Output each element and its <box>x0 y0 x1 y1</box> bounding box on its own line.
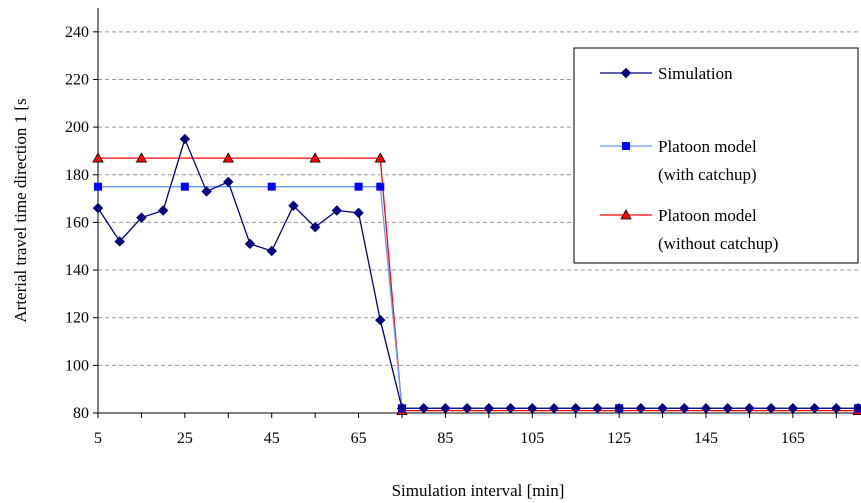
series-0-point-17 <box>461 403 473 414</box>
legend-label-2-1: (without catchup) <box>658 234 778 253</box>
legend-swatch-marker-0 <box>620 67 632 79</box>
series-1-point-4 <box>376 182 385 191</box>
series-0-point-4 <box>179 133 191 145</box>
x-tick-label-145: 145 <box>694 430 718 447</box>
series-0-point-2 <box>136 212 147 223</box>
series-0-point-27 <box>679 403 690 414</box>
legend-label-0-0: Simulation <box>658 64 733 83</box>
series-2-point-2 <box>222 152 234 163</box>
x-tick-label-25: 25 <box>177 430 193 447</box>
series-0-point-8 <box>266 245 277 257</box>
grid-lines <box>98 31 858 366</box>
series-0-point-14 <box>396 403 408 414</box>
series-0-point-31 <box>765 403 777 414</box>
legend-label-2-0: Platoon model <box>658 206 757 225</box>
legend-item-2: Platoon model (without catchup) <box>600 206 778 253</box>
series-0-point-24 <box>613 403 625 414</box>
series-0-point-30 <box>744 403 755 414</box>
series-0-point-10 <box>309 221 321 233</box>
y-tick-label-160: 160 <box>65 214 89 231</box>
tick-labels: 80 100 120 140 160 180 200 220 240 5 25 45 65 85 105 12… <box>65 24 805 447</box>
x-tick-label-85: 85 <box>437 430 453 447</box>
series-0-point-21 <box>548 403 560 414</box>
y-tick-label-200: 200 <box>65 119 89 136</box>
series-0-point-1 <box>114 236 125 247</box>
series-2-point-3 <box>309 152 321 163</box>
series-1-point-0 <box>94 182 102 191</box>
legend-label-1-0: Platoon model <box>658 137 757 156</box>
series-0-point-11 <box>331 205 343 216</box>
x-tick-label-165: 165 <box>781 430 805 447</box>
series-0-point-0 <box>92 202 104 214</box>
series-0-point-22 <box>570 403 581 414</box>
series-0-point-35 <box>852 403 861 414</box>
y-tick-label-240: 240 <box>65 24 89 41</box>
legend-item-0: Simulation <box>600 64 733 83</box>
x-tick-label-105: 105 <box>520 430 544 447</box>
series-0-point-5 <box>201 186 212 197</box>
series-0-point-26 <box>657 403 668 414</box>
series-0-point-20 <box>527 403 538 414</box>
series-0-point-9 <box>288 200 299 211</box>
y-tick-label-120: 120 <box>65 310 89 327</box>
y-axis-label: Arterial travel time direction 1 [s <box>11 98 30 322</box>
series-0-point-3 <box>157 205 169 216</box>
series-0-point-33 <box>809 403 820 414</box>
series-1-point-2 <box>267 182 276 191</box>
series-0-point-15 <box>418 403 429 414</box>
series-2-point-1 <box>135 152 148 163</box>
series-0-point-18 <box>483 403 495 414</box>
series-0-point-25 <box>635 403 647 414</box>
series-0-point-16 <box>440 403 451 414</box>
x-tick-label-65: 65 <box>351 430 367 447</box>
series-1-point-1 <box>180 182 189 191</box>
legend-item-1: Platoon model (with catchup) <box>600 137 757 184</box>
series-0-point-34 <box>831 403 842 414</box>
y-tick-label-80: 80 <box>73 405 89 422</box>
legend-swatch-marker-2 <box>620 209 632 220</box>
series-group <box>92 133 861 416</box>
series-0-point-23 <box>592 403 603 414</box>
series-0-point-32 <box>787 403 799 414</box>
y-tick-label-220: 220 <box>65 71 89 88</box>
y-tick-label-140: 140 <box>65 262 89 279</box>
legend-swatch-marker-1 <box>622 142 630 150</box>
x-tick-label-45: 45 <box>264 430 280 447</box>
series-0-point-29 <box>722 403 733 414</box>
y-tick-label-180: 180 <box>65 167 89 184</box>
legend-label-1-1: (with catchup) <box>658 165 757 184</box>
series-0-point-13 <box>375 314 386 326</box>
series-0-point-7 <box>244 238 256 250</box>
series-0-point-28 <box>700 403 712 414</box>
x-tick-label-125: 125 <box>607 430 631 447</box>
series-1-point-3 <box>354 182 363 191</box>
series-0 <box>92 133 861 414</box>
x-axis-label: Simulation interval [min] <box>392 481 565 500</box>
x-tick-label-5: 5 <box>94 430 102 447</box>
y-tick-label-100: 100 <box>65 357 89 374</box>
series-0-point-12 <box>353 207 364 219</box>
series-0-point-19 <box>505 403 516 414</box>
legend-box <box>573 47 859 264</box>
series-2-point-0 <box>92 152 104 163</box>
series-2-point-4 <box>374 152 386 163</box>
series-0-point-6 <box>223 176 234 188</box>
